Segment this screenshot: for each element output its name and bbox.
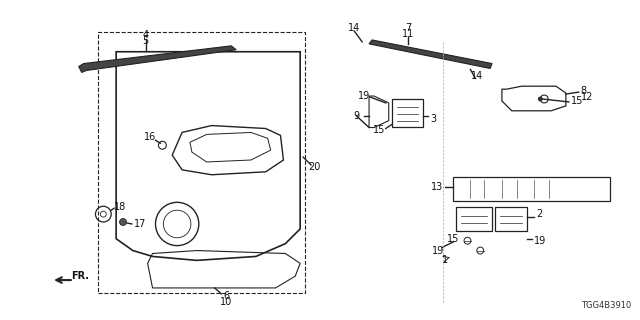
Circle shape [538, 97, 543, 101]
Text: 11: 11 [403, 29, 415, 39]
Text: 1: 1 [442, 255, 448, 265]
Text: TGG4B3910: TGG4B3910 [580, 301, 631, 310]
Circle shape [120, 219, 127, 226]
Text: FR.: FR. [71, 271, 89, 281]
Text: 18: 18 [114, 202, 127, 212]
Text: 19: 19 [432, 245, 444, 256]
Text: 19: 19 [534, 236, 547, 246]
Text: 15: 15 [447, 234, 459, 244]
Text: 10: 10 [220, 297, 232, 307]
Text: 2: 2 [536, 209, 543, 219]
Text: 9: 9 [353, 111, 359, 121]
Polygon shape [79, 46, 236, 72]
Text: 3: 3 [430, 114, 436, 124]
Text: 19: 19 [358, 91, 371, 101]
Text: 4: 4 [143, 30, 148, 40]
Text: 13: 13 [431, 181, 443, 192]
Text: 15: 15 [571, 96, 583, 106]
Text: 8: 8 [580, 86, 587, 96]
Text: 7: 7 [405, 23, 412, 33]
Text: 12: 12 [580, 92, 593, 102]
Text: 15: 15 [372, 125, 385, 135]
Bar [99, 32, 305, 293]
Text: 14: 14 [348, 23, 360, 33]
Text: 16: 16 [143, 132, 156, 142]
Text: 14: 14 [471, 71, 483, 81]
Polygon shape [369, 40, 492, 68]
Text: 17: 17 [134, 219, 146, 229]
Text: 20: 20 [308, 162, 321, 172]
Text: 6: 6 [223, 291, 229, 301]
Text: 5: 5 [143, 36, 148, 46]
